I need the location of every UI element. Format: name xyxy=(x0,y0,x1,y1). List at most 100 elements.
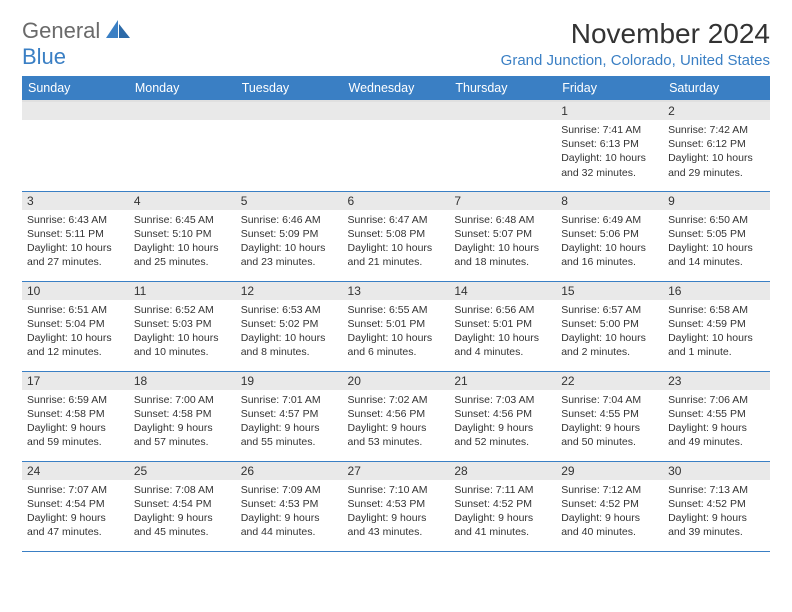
calendar-row: 24Sunrise: 7:07 AMSunset: 4:54 PMDayligh… xyxy=(22,461,770,551)
calendar-cell: 22Sunrise: 7:04 AMSunset: 4:55 PMDayligh… xyxy=(556,371,663,461)
day-details: Sunrise: 6:55 AMSunset: 5:01 PMDaylight:… xyxy=(343,300,450,364)
day-number: 25 xyxy=(129,462,236,480)
day-details: Sunrise: 7:02 AMSunset: 4:56 PMDaylight:… xyxy=(343,390,450,454)
day-details: Sunrise: 6:47 AMSunset: 5:08 PMDaylight:… xyxy=(343,210,450,274)
month-title: November 2024 xyxy=(501,18,770,50)
day-number: 21 xyxy=(449,372,556,390)
calendar-table: Sunday Monday Tuesday Wednesday Thursday… xyxy=(22,76,770,552)
day-details: Sunrise: 6:45 AMSunset: 5:10 PMDaylight:… xyxy=(129,210,236,274)
day-details: Sunrise: 7:06 AMSunset: 4:55 PMDaylight:… xyxy=(663,390,770,454)
day-number: 11 xyxy=(129,282,236,300)
calendar-cell: 29Sunrise: 7:12 AMSunset: 4:52 PMDayligh… xyxy=(556,461,663,551)
calendar-cell: 21Sunrise: 7:03 AMSunset: 4:56 PMDayligh… xyxy=(449,371,556,461)
weekday-sunday: Sunday xyxy=(22,76,129,101)
day-number: 28 xyxy=(449,462,556,480)
calendar-cell-blank xyxy=(343,101,450,191)
day-number: 30 xyxy=(663,462,770,480)
calendar-cell: 14Sunrise: 6:56 AMSunset: 5:01 PMDayligh… xyxy=(449,281,556,371)
day-details: Sunrise: 7:01 AMSunset: 4:57 PMDaylight:… xyxy=(236,390,343,454)
day-details: Sunrise: 6:51 AMSunset: 5:04 PMDaylight:… xyxy=(22,300,129,364)
day-number: 24 xyxy=(22,462,129,480)
day-details: Sunrise: 6:56 AMSunset: 5:01 PMDaylight:… xyxy=(449,300,556,364)
day-number: 7 xyxy=(449,192,556,210)
calendar-cell: 24Sunrise: 7:07 AMSunset: 4:54 PMDayligh… xyxy=(22,461,129,551)
calendar-cell: 6Sunrise: 6:47 AMSunset: 5:08 PMDaylight… xyxy=(343,191,450,281)
calendar-cell: 4Sunrise: 6:45 AMSunset: 5:10 PMDaylight… xyxy=(129,191,236,281)
calendar-row: 10Sunrise: 6:51 AMSunset: 5:04 PMDayligh… xyxy=(22,281,770,371)
day-details: Sunrise: 6:50 AMSunset: 5:05 PMDaylight:… xyxy=(663,210,770,274)
day-number: 16 xyxy=(663,282,770,300)
day-number: 15 xyxy=(556,282,663,300)
calendar-cell: 16Sunrise: 6:58 AMSunset: 4:59 PMDayligh… xyxy=(663,281,770,371)
logo-sail-icon xyxy=(106,20,130,38)
day-details: Sunrise: 6:58 AMSunset: 4:59 PMDaylight:… xyxy=(663,300,770,364)
day-details: Sunrise: 7:00 AMSunset: 4:58 PMDaylight:… xyxy=(129,390,236,454)
calendar-cell-blank xyxy=(22,101,129,191)
day-number: 22 xyxy=(556,372,663,390)
blank-daynum-strip xyxy=(129,102,236,120)
logo: General Blue xyxy=(22,18,130,70)
blank-daynum-strip xyxy=(449,102,556,120)
calendar-cell-blank xyxy=(449,101,556,191)
calendar-cell: 19Sunrise: 7:01 AMSunset: 4:57 PMDayligh… xyxy=(236,371,343,461)
day-number: 10 xyxy=(22,282,129,300)
calendar-cell: 26Sunrise: 7:09 AMSunset: 4:53 PMDayligh… xyxy=(236,461,343,551)
day-details: Sunrise: 7:09 AMSunset: 4:53 PMDaylight:… xyxy=(236,480,343,544)
calendar-cell: 20Sunrise: 7:02 AMSunset: 4:56 PMDayligh… xyxy=(343,371,450,461)
calendar-cell: 27Sunrise: 7:10 AMSunset: 4:53 PMDayligh… xyxy=(343,461,450,551)
day-details: Sunrise: 7:08 AMSunset: 4:54 PMDaylight:… xyxy=(129,480,236,544)
calendar-cell: 17Sunrise: 6:59 AMSunset: 4:58 PMDayligh… xyxy=(22,371,129,461)
day-details: Sunrise: 6:49 AMSunset: 5:06 PMDaylight:… xyxy=(556,210,663,274)
day-details: Sunrise: 6:52 AMSunset: 5:03 PMDaylight:… xyxy=(129,300,236,364)
day-details: Sunrise: 7:41 AMSunset: 6:13 PMDaylight:… xyxy=(556,120,663,184)
calendar-body: 1Sunrise: 7:41 AMSunset: 6:13 PMDaylight… xyxy=(22,101,770,551)
day-number: 18 xyxy=(129,372,236,390)
day-number: 23 xyxy=(663,372,770,390)
day-number: 26 xyxy=(236,462,343,480)
calendar-cell: 7Sunrise: 6:48 AMSunset: 5:07 PMDaylight… xyxy=(449,191,556,281)
day-number: 9 xyxy=(663,192,770,210)
logo-word-general: General xyxy=(22,18,100,43)
day-number: 2 xyxy=(663,102,770,120)
day-number: 29 xyxy=(556,462,663,480)
calendar-row: 3Sunrise: 6:43 AMSunset: 5:11 PMDaylight… xyxy=(22,191,770,281)
day-number: 6 xyxy=(343,192,450,210)
day-number: 3 xyxy=(22,192,129,210)
calendar-cell: 9Sunrise: 6:50 AMSunset: 5:05 PMDaylight… xyxy=(663,191,770,281)
day-details: Sunrise: 7:10 AMSunset: 4:53 PMDaylight:… xyxy=(343,480,450,544)
calendar-cell: 25Sunrise: 7:08 AMSunset: 4:54 PMDayligh… xyxy=(129,461,236,551)
calendar-cell: 10Sunrise: 6:51 AMSunset: 5:04 PMDayligh… xyxy=(22,281,129,371)
day-details: Sunrise: 6:46 AMSunset: 5:09 PMDaylight:… xyxy=(236,210,343,274)
day-number: 20 xyxy=(343,372,450,390)
day-number: 8 xyxy=(556,192,663,210)
weekday-saturday: Saturday xyxy=(663,76,770,101)
day-number: 12 xyxy=(236,282,343,300)
day-details: Sunrise: 7:13 AMSunset: 4:52 PMDaylight:… xyxy=(663,480,770,544)
day-number: 27 xyxy=(343,462,450,480)
calendar-row: 1Sunrise: 7:41 AMSunset: 6:13 PMDaylight… xyxy=(22,101,770,191)
day-details: Sunrise: 7:03 AMSunset: 4:56 PMDaylight:… xyxy=(449,390,556,454)
day-details: Sunrise: 7:04 AMSunset: 4:55 PMDaylight:… xyxy=(556,390,663,454)
weekday-thursday: Thursday xyxy=(449,76,556,101)
calendar-row: 17Sunrise: 6:59 AMSunset: 4:58 PMDayligh… xyxy=(22,371,770,461)
day-number: 19 xyxy=(236,372,343,390)
calendar-cell: 11Sunrise: 6:52 AMSunset: 5:03 PMDayligh… xyxy=(129,281,236,371)
calendar-cell: 30Sunrise: 7:13 AMSunset: 4:52 PMDayligh… xyxy=(663,461,770,551)
day-number: 4 xyxy=(129,192,236,210)
header: General Blue November 2024 Grand Junctio… xyxy=(22,18,770,70)
calendar-cell: 18Sunrise: 7:00 AMSunset: 4:58 PMDayligh… xyxy=(129,371,236,461)
day-details: Sunrise: 6:59 AMSunset: 4:58 PMDaylight:… xyxy=(22,390,129,454)
location: Grand Junction, Colorado, United States xyxy=(501,52,770,69)
day-number: 13 xyxy=(343,282,450,300)
calendar-cell: 3Sunrise: 6:43 AMSunset: 5:11 PMDaylight… xyxy=(22,191,129,281)
day-details: Sunrise: 7:11 AMSunset: 4:52 PMDaylight:… xyxy=(449,480,556,544)
calendar-cell: 5Sunrise: 6:46 AMSunset: 5:09 PMDaylight… xyxy=(236,191,343,281)
calendar-cell: 13Sunrise: 6:55 AMSunset: 5:01 PMDayligh… xyxy=(343,281,450,371)
blank-daynum-strip xyxy=(343,102,450,120)
day-details: Sunrise: 7:12 AMSunset: 4:52 PMDaylight:… xyxy=(556,480,663,544)
weekday-header-row: Sunday Monday Tuesday Wednesday Thursday… xyxy=(22,76,770,101)
calendar-cell: 12Sunrise: 6:53 AMSunset: 5:02 PMDayligh… xyxy=(236,281,343,371)
day-details: Sunrise: 7:42 AMSunset: 6:12 PMDaylight:… xyxy=(663,120,770,184)
day-number: 1 xyxy=(556,102,663,120)
title-block: November 2024 Grand Junction, Colorado, … xyxy=(501,18,770,69)
